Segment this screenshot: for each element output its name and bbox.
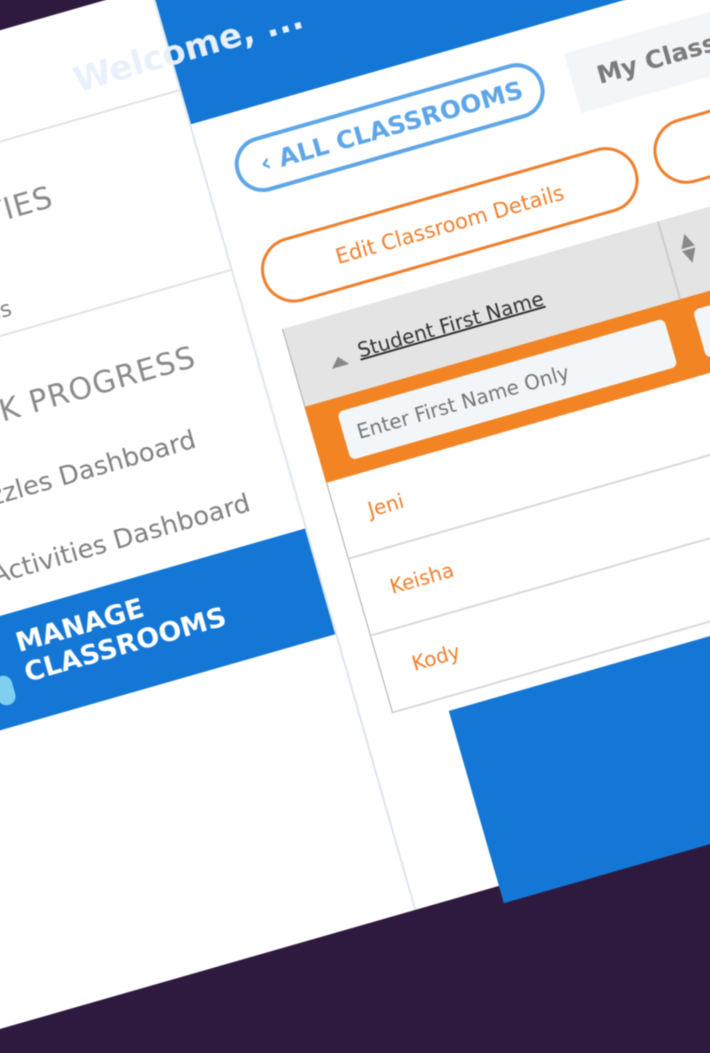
users-icon <box>0 673 18 708</box>
student-name[interactable]: Kody <box>409 639 463 676</box>
tab-my-classrooms[interactable]: My Classrooms <box>564 0 710 114</box>
student-name[interactable]: Keisha <box>387 557 457 599</box>
sidebar-item-puzzles-dashboard[interactable]: Puzzles Dashboard <box>0 424 200 522</box>
sidebar-item-activities[interactable]: Activities <box>0 296 15 349</box>
all-classrooms-label: ALL CLASSROOMS <box>275 75 527 173</box>
sidebar-section-activities: ACTIVITIES <box>0 179 58 262</box>
student-name[interactable]: Jeni <box>365 488 407 522</box>
manage-classrooms-label: MANAGE CLASSROOMS <box>12 572 230 689</box>
sort-icon: ▲ ▼ <box>676 227 700 268</box>
sort-ascending-icon <box>329 354 350 369</box>
